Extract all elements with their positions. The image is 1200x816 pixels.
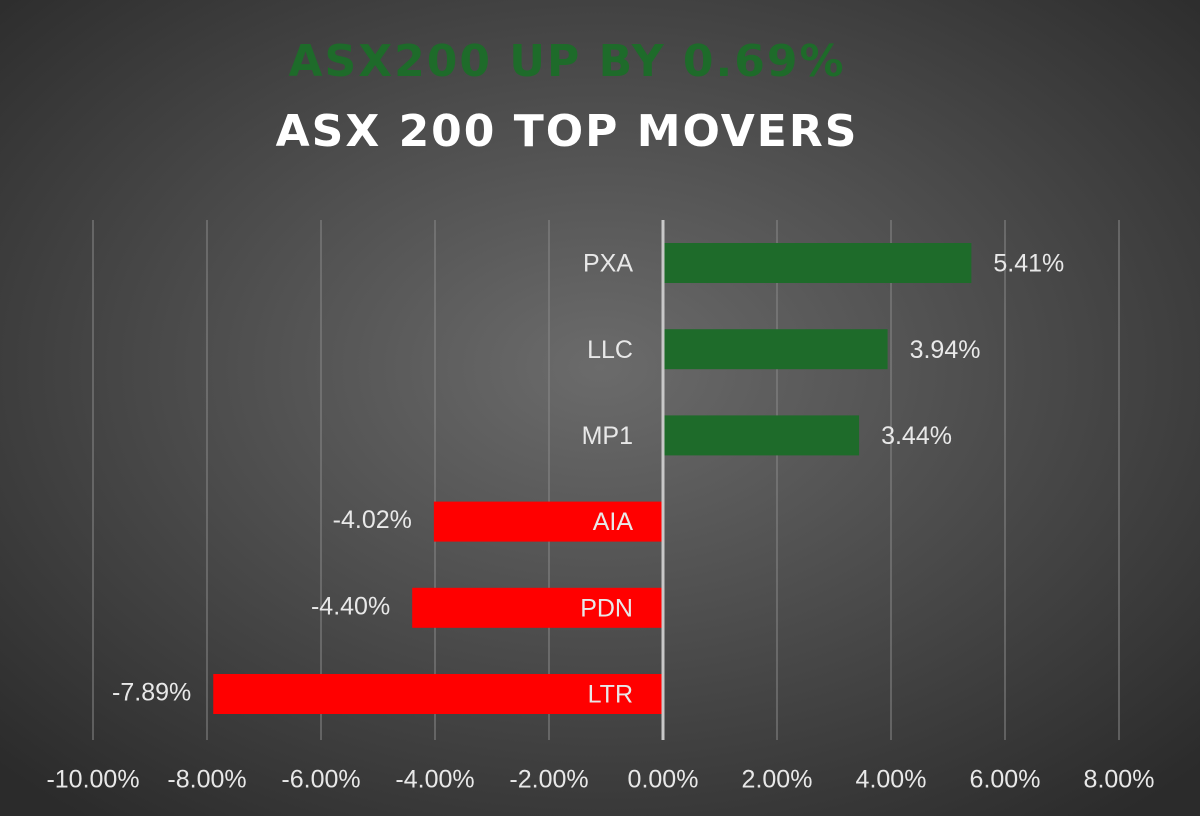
data-label: -4.40% bbox=[311, 592, 390, 620]
x-tick-label: 8.00% bbox=[1084, 766, 1155, 794]
category-label: MP1 bbox=[582, 422, 633, 450]
bar bbox=[663, 415, 860, 456]
x-tick-label: -10.00% bbox=[46, 766, 139, 794]
x-tick-label: 4.00% bbox=[856, 766, 927, 794]
category-label: PXA bbox=[583, 250, 633, 278]
x-tick-label: 6.00% bbox=[970, 766, 1041, 794]
data-label: 3.44% bbox=[881, 422, 952, 450]
category-label: AIA bbox=[593, 508, 634, 536]
x-tick-label: 2.00% bbox=[742, 766, 813, 794]
x-tick-label: -2.00% bbox=[509, 766, 588, 794]
category-label: LTR bbox=[588, 681, 633, 709]
bar bbox=[412, 587, 663, 628]
bar bbox=[663, 329, 888, 370]
data-label: 3.94% bbox=[910, 336, 981, 364]
x-tick-label: 0.00% bbox=[628, 766, 699, 794]
category-label: PDN bbox=[580, 594, 633, 622]
category-label: LLC bbox=[587, 336, 633, 364]
data-label: -4.02% bbox=[333, 506, 412, 534]
bar bbox=[663, 243, 972, 283]
bar bbox=[433, 501, 663, 542]
data-label: 5.41% bbox=[993, 250, 1064, 278]
chart-subtitle: ASX 200 TOP MOVERS bbox=[276, 106, 859, 157]
data-label: -7.89% bbox=[112, 679, 191, 707]
x-tick-label: -6.00% bbox=[281, 766, 360, 794]
bar bbox=[213, 674, 663, 714]
x-tick-label: -4.00% bbox=[395, 766, 474, 794]
chart-title: ASX200 UP BY 0.69% bbox=[288, 36, 845, 87]
x-tick-label: -8.00% bbox=[167, 766, 246, 794]
